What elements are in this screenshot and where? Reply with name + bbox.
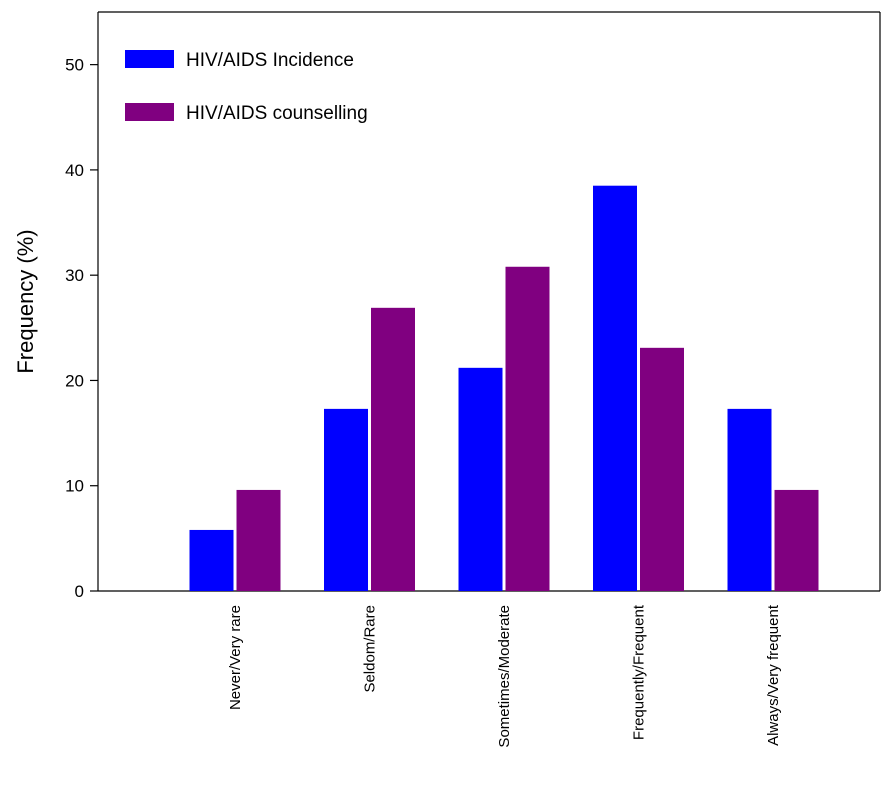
legend: HIV/AIDS Incidence HIV/AIDS counselling	[125, 50, 368, 124]
bar-counselling	[236, 489, 281, 591]
bar-incidence	[189, 529, 234, 591]
y-tick-label: 0	[75, 582, 84, 601]
y-tick-label: 40	[65, 161, 84, 180]
legend-label: HIV/AIDS Incidence	[186, 50, 354, 71]
y-tick-label: 20	[65, 371, 84, 390]
y-tick-label: 30	[65, 266, 84, 285]
category-label: Sometimes/Moderate	[496, 605, 513, 748]
bar-incidence	[458, 367, 503, 591]
y-tick-label: 10	[65, 477, 84, 496]
bar-counselling	[774, 489, 819, 591]
legend-swatch	[125, 50, 174, 68]
legend-swatch	[125, 103, 174, 121]
legend-label: HIV/AIDS counselling	[186, 103, 368, 124]
y-axis: 0 10 20 30 40 50	[65, 56, 98, 601]
category-label: Frequently/Frequent	[631, 604, 648, 740]
y-axis-title: Frequency (%)	[13, 229, 38, 373]
bar-incidence	[324, 408, 368, 591]
bar-incidence	[593, 185, 637, 591]
category-label: Always/Very frequent	[765, 604, 782, 746]
category-label: Seldom/Rare	[362, 605, 379, 693]
bar-counselling	[371, 307, 415, 591]
bars	[189, 185, 819, 591]
y-tick-label: 50	[65, 56, 84, 75]
bar-counselling	[505, 266, 550, 591]
x-axis-labels: Never/Very rare Seldom/Rare Sometimes/Mode…	[227, 604, 782, 747]
bar-incidence	[727, 408, 772, 591]
category-label: Never/Very rare	[227, 605, 244, 710]
bar-counselling	[640, 347, 684, 591]
